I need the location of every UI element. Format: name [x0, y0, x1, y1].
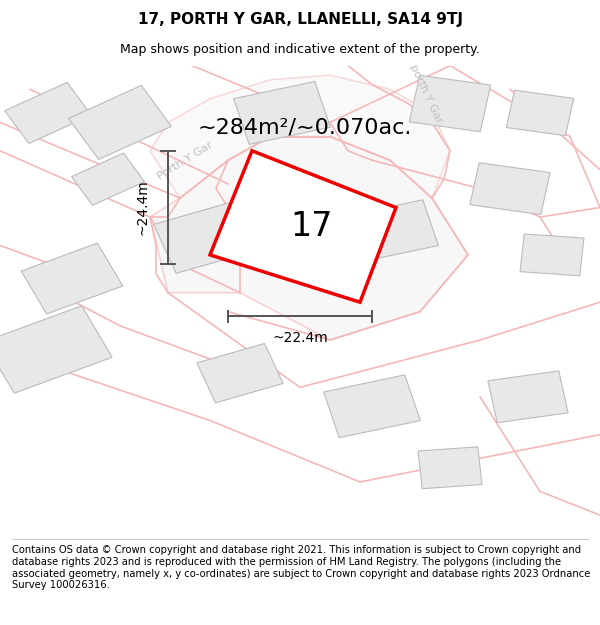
Polygon shape	[0, 306, 112, 393]
Polygon shape	[323, 375, 421, 438]
Polygon shape	[5, 82, 91, 144]
Text: ~24.4m: ~24.4m	[136, 180, 150, 236]
Polygon shape	[506, 90, 574, 136]
Polygon shape	[341, 200, 439, 262]
Text: Map shows position and indicative extent of the property.: Map shows position and indicative extent…	[120, 42, 480, 56]
Polygon shape	[520, 234, 584, 276]
Polygon shape	[197, 344, 283, 403]
Text: porth Y Gar: porth Y Gar	[408, 63, 444, 125]
Polygon shape	[150, 75, 450, 198]
Polygon shape	[21, 243, 123, 314]
Polygon shape	[71, 153, 145, 206]
Text: Porth Y Gar: Porth Y Gar	[156, 139, 215, 181]
Polygon shape	[233, 81, 331, 144]
Text: Contains OS data © Crown copyright and database right 2021. This information is : Contains OS data © Crown copyright and d…	[12, 545, 590, 590]
Polygon shape	[150, 137, 468, 340]
Polygon shape	[418, 447, 482, 489]
Polygon shape	[488, 371, 568, 423]
Text: ~284m²/~0.070ac.: ~284m²/~0.070ac.	[198, 117, 412, 137]
Polygon shape	[154, 199, 266, 273]
Polygon shape	[68, 86, 172, 159]
Polygon shape	[470, 162, 550, 214]
Text: 17: 17	[291, 210, 333, 243]
Text: 17, PORTH Y GAR, LLANELLI, SA14 9TJ: 17, PORTH Y GAR, LLANELLI, SA14 9TJ	[137, 12, 463, 27]
Text: ~22.4m: ~22.4m	[272, 331, 328, 344]
Polygon shape	[210, 151, 396, 302]
Polygon shape	[409, 75, 491, 132]
